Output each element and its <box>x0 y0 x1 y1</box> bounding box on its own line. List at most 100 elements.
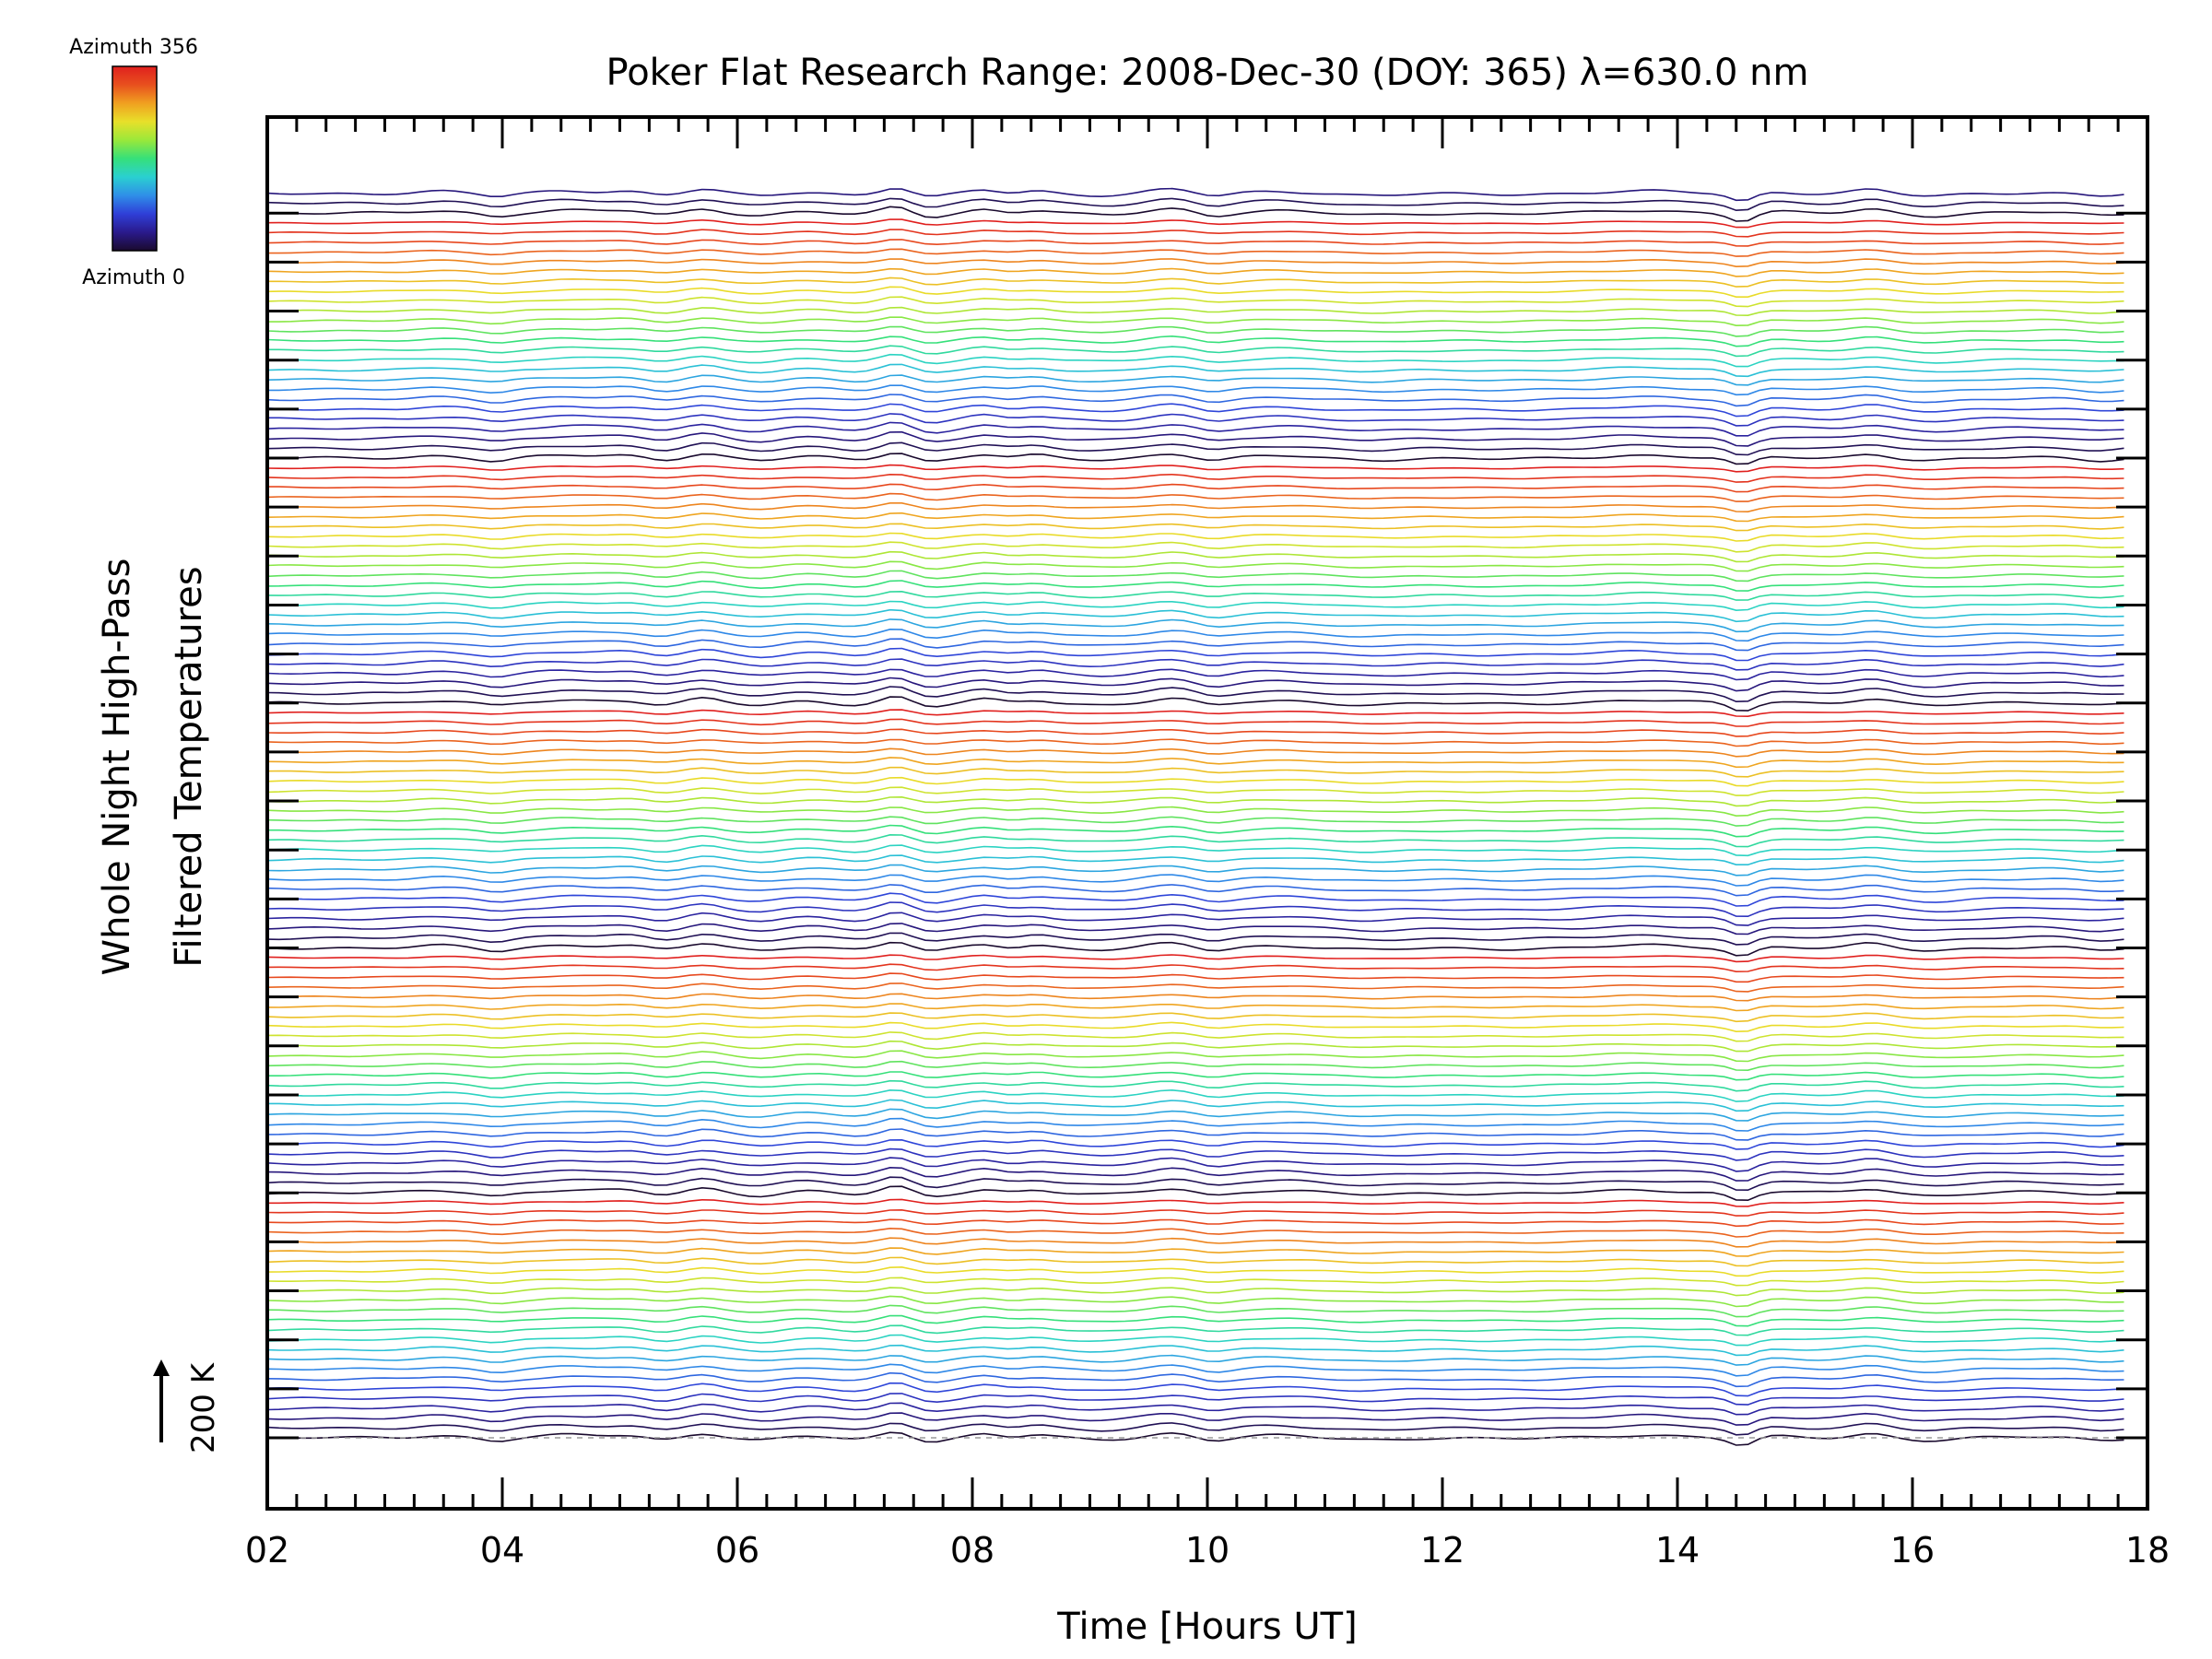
azimuth-trace <box>266 658 2124 671</box>
azimuth-trace <box>267 345 2124 358</box>
azimuth-trace <box>267 384 2124 396</box>
azimuth-trace <box>266 954 2124 963</box>
azimuth-trace <box>267 453 2124 465</box>
azimuth-trace <box>266 1431 2124 1446</box>
azimuth-trace <box>266 901 2124 918</box>
azimuth-trace <box>266 757 2124 769</box>
azimuth-trace <box>266 570 2124 582</box>
azimuth-trace <box>266 258 2124 268</box>
azimuth-trace <box>266 206 2124 222</box>
scale-bar-label: 200 K <box>185 1361 222 1453</box>
azimuth-trace <box>266 1147 2124 1161</box>
azimuth-trace <box>266 874 2124 887</box>
azimuth-trace <box>266 1287 2124 1297</box>
azimuth-trace <box>266 728 2124 737</box>
azimuth-trace <box>266 541 2124 553</box>
azimuth-trace <box>266 1334 2124 1347</box>
azimuth-trace <box>267 1198 2124 1207</box>
azimuth-trace <box>266 677 2124 692</box>
x-tick-label: 12 <box>1420 1530 1465 1571</box>
scale-bar-arrowhead <box>153 1359 170 1376</box>
azimuth-trace <box>266 580 2124 592</box>
azimuth-trace <box>266 1324 2124 1336</box>
azimuth-trace <box>266 1371 2124 1388</box>
azimuth-trace <box>266 1138 2124 1150</box>
azimuth-trace <box>266 229 2124 238</box>
x-tick-label: 08 <box>950 1530 994 1571</box>
azimuth-trace <box>266 892 2124 907</box>
azimuth-trace <box>266 560 2124 572</box>
temperature-traces <box>266 187 2124 1446</box>
azimuth-trace <box>266 473 2124 483</box>
azimuth-trace <box>266 993 2124 1002</box>
azimuth-trace <box>266 1079 2124 1092</box>
azimuth-trace <box>266 1363 2124 1377</box>
colorbar-top-label: Azimuth 356 <box>69 36 198 59</box>
azimuth-trace <box>266 502 2124 513</box>
x-tick-label: 14 <box>1655 1530 1700 1571</box>
azimuth-trace <box>266 394 2124 407</box>
azimuth-trace <box>266 464 2124 473</box>
azimuth-trace <box>266 982 2124 993</box>
azimuth-trace <box>266 1422 2124 1436</box>
azimuth-trace <box>266 1218 2124 1228</box>
azimuth-trace <box>266 197 2124 212</box>
azimuth-trace <box>266 628 2124 642</box>
x-tick-label: 10 <box>1185 1530 1230 1571</box>
azimuth-trace <box>266 1108 2124 1122</box>
azimuth-trace <box>266 600 2124 612</box>
azimuth-trace <box>266 1402 2124 1416</box>
x-tick-label: 18 <box>2125 1530 2170 1571</box>
x-axis-ticks <box>265 117 2149 1509</box>
azimuth-trace <box>266 239 2124 247</box>
azimuth-trace <box>266 353 2124 368</box>
azimuth-trace <box>266 884 2124 897</box>
azimuth-trace <box>266 1021 2124 1033</box>
azimuth-trace <box>266 1185 2124 1202</box>
azimuth-trace <box>266 854 2124 865</box>
azimuth-trace <box>266 833 2124 848</box>
azimuth-trace <box>266 647 2124 662</box>
scale-bar: 200 K <box>153 1359 222 1453</box>
azimuth-trace <box>266 912 2124 926</box>
azimuth-trace <box>267 413 2124 427</box>
azimuth-trace <box>266 1304 2124 1318</box>
azimuth-trace <box>266 512 2124 523</box>
azimuth-trace <box>266 374 2124 386</box>
azimuth-trace <box>266 335 2124 347</box>
azimuth-trace <box>266 1003 2124 1012</box>
azimuth-trace <box>266 1314 2124 1327</box>
azimuth-trace <box>266 795 2124 807</box>
azimuth-trace <box>266 1247 2124 1257</box>
azimuth-trace <box>266 1012 2124 1023</box>
azimuth-trace <box>266 1393 2124 1406</box>
azimuth-trace <box>266 1344 2124 1357</box>
azimuth-trace <box>266 718 2124 727</box>
azimuth-trace <box>266 1237 2124 1248</box>
azimuth-trace <box>266 1031 2124 1042</box>
x-axis-tick-labels: 02 04 06 08 10 12 14 16 18 <box>245 1530 2170 1571</box>
azimuth-trace <box>266 1354 2124 1366</box>
azimuth-trace <box>266 1128 2124 1141</box>
y-axis-label-line1: Whole Night High-Pass <box>96 559 138 976</box>
azimuth-trace <box>266 296 2124 308</box>
azimuth-trace <box>266 492 2124 502</box>
x-tick-label: 06 <box>715 1530 759 1571</box>
azimuth-trace <box>266 1157 2124 1172</box>
azimuth-trace <box>266 532 2124 542</box>
azimuth-trace <box>266 786 2124 796</box>
azimuth-trace <box>266 816 2124 827</box>
azimuth-trace <box>266 844 2124 857</box>
azimuth-trace <box>266 306 2124 317</box>
azimuth-trace <box>266 1117 2124 1132</box>
azimuth-trace <box>266 590 2124 601</box>
azimuth-trace <box>266 441 2124 456</box>
azimuth-trace <box>266 972 2124 983</box>
azimuth-trace <box>266 932 2124 946</box>
azimuth-trace <box>266 267 2124 277</box>
azimuth-trace <box>266 776 2124 787</box>
azimuth-trace <box>267 276 2124 288</box>
y-axis-ticks <box>267 211 2147 1440</box>
azimuth-trace <box>266 923 2124 935</box>
